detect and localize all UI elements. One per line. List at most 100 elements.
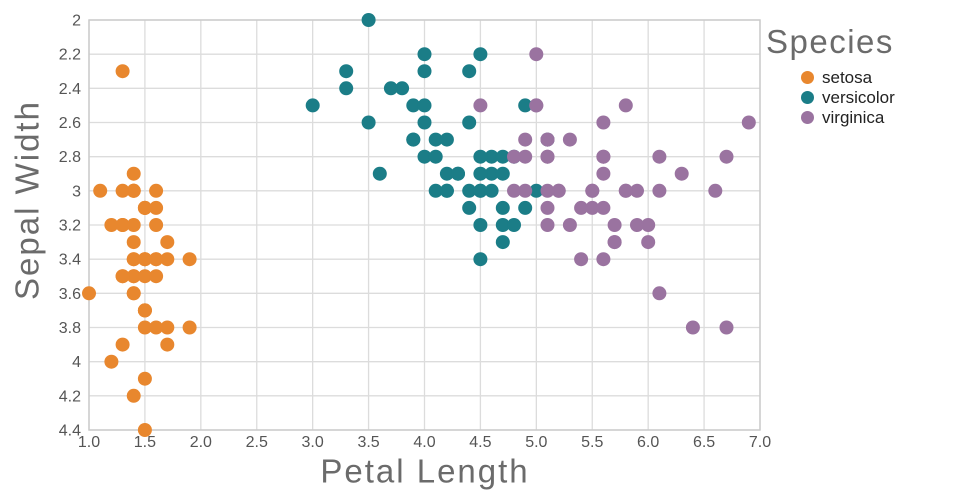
data-point-setosa — [137, 320, 152, 335]
x-tick-label: 2.5 — [246, 434, 268, 451]
data-point-versicolor — [361, 13, 376, 27]
data-point-versicolor — [473, 252, 488, 267]
data-point-versicolor — [518, 98, 533, 113]
x-tick-label: 2.0 — [190, 434, 212, 451]
data-point-setosa — [93, 183, 108, 198]
data-point-versicolor — [473, 183, 488, 198]
data-point-virginica — [585, 200, 600, 215]
x-tick-label: 5.5 — [581, 434, 603, 451]
x-tick-label: 6.0 — [637, 434, 659, 451]
legend-item-setosa[interactable]: setosa — [801, 67, 956, 87]
y-tick-label: 3.8 — [59, 320, 81, 337]
data-point-versicolor — [439, 132, 454, 147]
data-point-virginica — [607, 218, 622, 232]
data-point-versicolor — [372, 166, 387, 181]
data-point-virginica — [518, 132, 533, 147]
data-point-setosa — [126, 218, 141, 232]
x-tick-label: 4.5 — [469, 434, 491, 451]
data-point-versicolor — [428, 183, 443, 198]
data-point-virginica — [630, 218, 644, 232]
y-tick-label: 2.6 — [59, 115, 81, 132]
data-point-versicolor — [473, 149, 488, 164]
data-point-versicolor — [518, 200, 533, 215]
x-axis-title: Petal Length — [320, 452, 530, 490]
data-point-setosa — [137, 269, 152, 284]
data-point-setosa — [115, 64, 130, 79]
data-point-setosa — [115, 337, 130, 352]
plot-border — [88, 19, 761, 431]
y-tick-label: 2.4 — [59, 81, 81, 98]
data-point-versicolor — [495, 149, 510, 164]
legend-item-virginica[interactable]: virginica — [801, 107, 956, 127]
data-point-setosa — [160, 320, 175, 335]
x-tick-label: 5.0 — [525, 434, 547, 451]
data-point-virginica — [540, 149, 555, 164]
data-point-virginica — [641, 235, 656, 250]
data-point-virginica — [641, 218, 656, 232]
legend-label-virginica: virginica — [822, 107, 885, 127]
data-point-virginica — [674, 166, 689, 181]
data-point-versicolor — [495, 218, 510, 232]
data-point-versicolor — [428, 132, 443, 147]
data-point-versicolor — [473, 218, 488, 232]
y-axis-title: Sepal Width — [8, 100, 46, 300]
data-point-virginica — [507, 183, 521, 198]
data-point-setosa — [126, 183, 141, 198]
x-tick-label: 1.0 — [78, 434, 100, 451]
legend-label-versicolor: versicolor — [822, 87, 895, 107]
data-point-virginica — [562, 132, 577, 147]
data-point-versicolor — [473, 166, 488, 181]
data-point-virginica — [618, 183, 633, 198]
data-point-versicolor — [417, 98, 432, 113]
data-point-virginica — [652, 286, 667, 301]
data-point-setosa — [115, 269, 130, 284]
y-tick-label: 2.8 — [59, 149, 81, 166]
data-point-virginica — [596, 200, 611, 215]
data-point-versicolor — [383, 81, 398, 96]
data-point-versicolor — [529, 183, 544, 198]
data-point-virginica — [708, 183, 723, 198]
data-point-versicolor — [417, 115, 432, 130]
data-point-versicolor — [361, 115, 376, 130]
data-point-versicolor — [417, 64, 432, 79]
y-tick-label: 4.4 — [59, 423, 81, 440]
setosa-marker-icon — [801, 70, 814, 84]
data-point-versicolor — [507, 218, 521, 232]
data-point-versicolor — [451, 166, 465, 181]
data-point-versicolor — [439, 166, 454, 181]
data-point-virginica — [719, 320, 734, 335]
legend: Species setosa versicolor virginica — [766, 23, 956, 127]
x-tick-label: 7.0 — [749, 434, 771, 451]
x-tick-label: 1.5 — [134, 434, 156, 451]
data-point-virginica — [574, 252, 589, 267]
data-point-setosa — [182, 252, 197, 267]
data-point-virginica — [741, 115, 756, 130]
data-point-virginica — [529, 98, 544, 113]
data-point-setosa — [137, 371, 152, 386]
data-point-virginica — [551, 183, 566, 198]
data-point-virginica — [596, 166, 611, 181]
data-point-versicolor — [439, 183, 454, 198]
data-point-setosa — [126, 235, 141, 250]
data-point-versicolor — [339, 81, 354, 96]
data-point-virginica — [607, 235, 622, 250]
data-point-versicolor — [484, 183, 499, 198]
legend-title: Species — [766, 23, 894, 60]
data-point-setosa — [82, 286, 96, 301]
data-point-setosa — [115, 218, 130, 232]
data-point-versicolor — [339, 64, 354, 79]
data-point-versicolor — [462, 64, 477, 79]
data-point-setosa — [137, 200, 152, 215]
y-tick-label: 3.6 — [59, 286, 81, 303]
data-point-setosa — [160, 337, 175, 352]
data-point-virginica — [562, 218, 577, 232]
data-point-setosa — [149, 320, 164, 335]
x-tick-label: 6.5 — [693, 434, 715, 451]
data-point-virginica — [540, 183, 555, 198]
data-point-versicolor — [495, 235, 510, 250]
data-point-virginica — [574, 200, 589, 215]
data-point-virginica — [540, 200, 555, 215]
legend-item-versicolor[interactable]: versicolor — [801, 87, 956, 107]
data-point-setosa — [160, 235, 175, 250]
